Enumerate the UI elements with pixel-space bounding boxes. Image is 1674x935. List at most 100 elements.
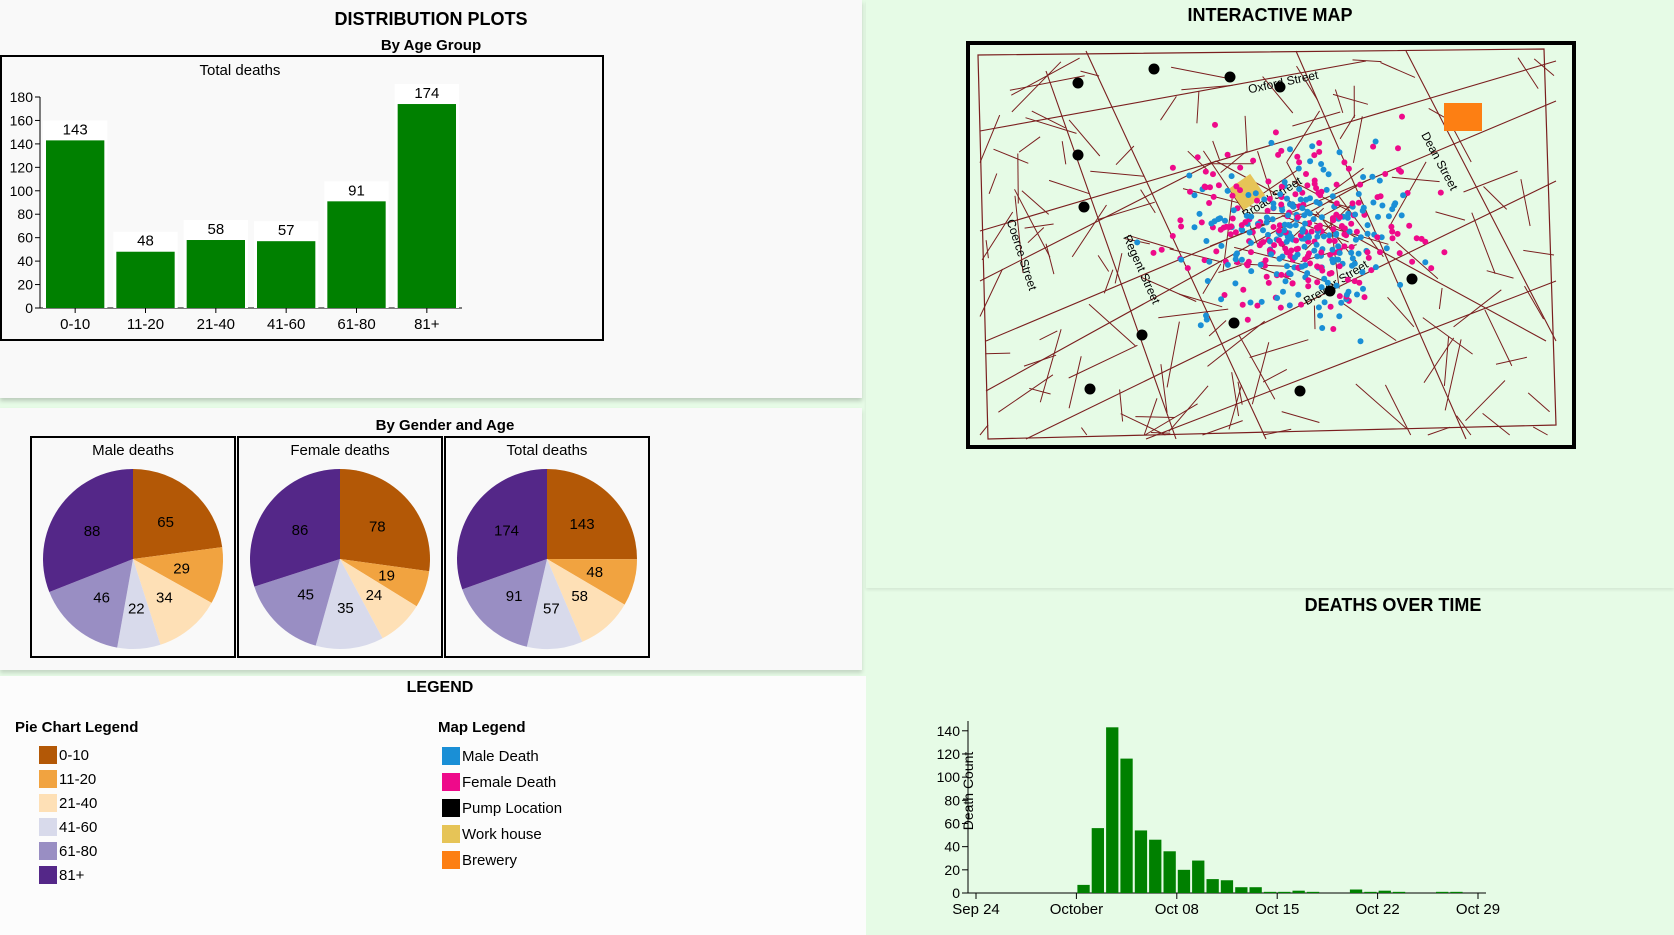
death-marker: [1359, 207, 1366, 214]
street: [1088, 303, 1136, 347]
deaths-over-time-chart: 0 20 40 60 80 100 120 140 Death Count Sep 24 Octob…: [937, 721, 1500, 918]
pie-slice-label: 24: [366, 587, 383, 604]
death-marker: [1301, 243, 1308, 250]
legend-label: 11-20: [59, 770, 97, 788]
street: [1119, 389, 1124, 422]
street: [1355, 383, 1408, 430]
death-marker: [1357, 338, 1364, 345]
street: [1339, 114, 1356, 140]
bar-value-label: 143: [63, 121, 88, 138]
death-marker: [1307, 260, 1313, 267]
death-marker: [1378, 234, 1385, 241]
pie-chart-title: Female deaths: [290, 442, 389, 459]
death-marker: [1265, 279, 1272, 286]
street: [988, 173, 998, 194]
death-marker: [1365, 254, 1372, 261]
pie-slice: [462, 559, 547, 647]
death-marker: [1276, 227, 1282, 234]
death-marker: [1304, 208, 1311, 215]
death-marker: [1326, 232, 1333, 239]
street: [1145, 280, 1557, 440]
death-marker: [1258, 298, 1265, 305]
legend-label: Brewery: [462, 851, 518, 869]
y-axis-label: Death Count: [960, 752, 976, 831]
death-marker: [1247, 299, 1254, 306]
pie-legend-item: 41-60: [39, 817, 97, 837]
death-marker: [1227, 231, 1234, 238]
death-marker: [1203, 316, 1210, 323]
street: [1202, 420, 1243, 436]
death-marker: [1230, 207, 1237, 214]
age-bar: [327, 201, 386, 308]
death-marker: [1281, 227, 1288, 234]
death-marker: [1395, 166, 1402, 173]
time-bar: [1192, 860, 1205, 893]
street: [1068, 356, 1082, 409]
legend-swatch: [39, 842, 57, 860]
death-marker: [1233, 183, 1240, 190]
street: [1061, 141, 1067, 165]
death-marker: [1263, 273, 1270, 280]
death-marker: [1229, 215, 1236, 222]
street: [1103, 269, 1114, 294]
pump-marker: [1274, 81, 1286, 93]
street: [1444, 339, 1462, 411]
death-marker: [1377, 249, 1383, 256]
death-marker: [1293, 237, 1300, 244]
pie-legend-item: 61-80: [39, 841, 97, 861]
death-marker: [1329, 193, 1336, 200]
death-marker: [1295, 291, 1302, 298]
map-legend-item: Pump Location: [442, 798, 562, 818]
death-marker: [1370, 143, 1377, 150]
death-marker: [1298, 301, 1305, 308]
pie-slice-label: 46: [93, 589, 110, 606]
age-bar-chart-title: Total deaths: [200, 62, 281, 79]
death-marker: [1275, 151, 1282, 158]
death-marker: [1299, 205, 1306, 212]
death-marker: [1303, 171, 1309, 177]
death-marker: [1400, 192, 1407, 199]
death-marker: [1239, 227, 1246, 234]
pie-slice: [547, 559, 637, 605]
legend-label: 21-40: [59, 794, 98, 812]
age-bar: [116, 251, 175, 308]
death-marker: [1224, 187, 1231, 194]
death-marker: [1379, 202, 1386, 209]
street: [1338, 196, 1384, 258]
distribution-title: DISTRIBUTION PLOTS: [334, 9, 528, 29]
street: [1520, 179, 1531, 227]
street: [1244, 115, 1248, 153]
death-marker: [1395, 145, 1401, 152]
death-marker: [1278, 271, 1285, 278]
street: [998, 374, 1054, 413]
street: [1115, 145, 1135, 166]
street: [979, 160, 1217, 282]
pie-slice-label: 143: [570, 516, 595, 533]
death-marker: [1329, 246, 1336, 253]
death-marker: [1304, 253, 1311, 260]
bar-value-label: 91: [348, 182, 365, 199]
street: [1286, 161, 1303, 191]
pie-slice-label: 57: [543, 600, 560, 617]
death-marker: [1277, 191, 1284, 198]
street: [1465, 380, 1506, 422]
street: [1482, 413, 1511, 436]
age-bar: [46, 140, 105, 308]
pie-slice: [133, 469, 223, 559]
time-bar: [1349, 889, 1363, 893]
bar-value-label: 58: [207, 221, 224, 238]
death-marker: [1389, 228, 1396, 235]
death-marker: [1389, 235, 1396, 242]
street: [1160, 364, 1168, 413]
street: [1039, 330, 1058, 341]
death-marker: [1353, 228, 1360, 235]
street: [1011, 57, 1080, 96]
death-marker: [1243, 212, 1250, 219]
street: [1486, 270, 1514, 279]
death-marker: [1254, 302, 1261, 309]
street: [1080, 427, 1088, 436]
street: [1029, 387, 1051, 395]
death-marker: [1346, 228, 1353, 235]
death-marker: [1311, 152, 1318, 159]
